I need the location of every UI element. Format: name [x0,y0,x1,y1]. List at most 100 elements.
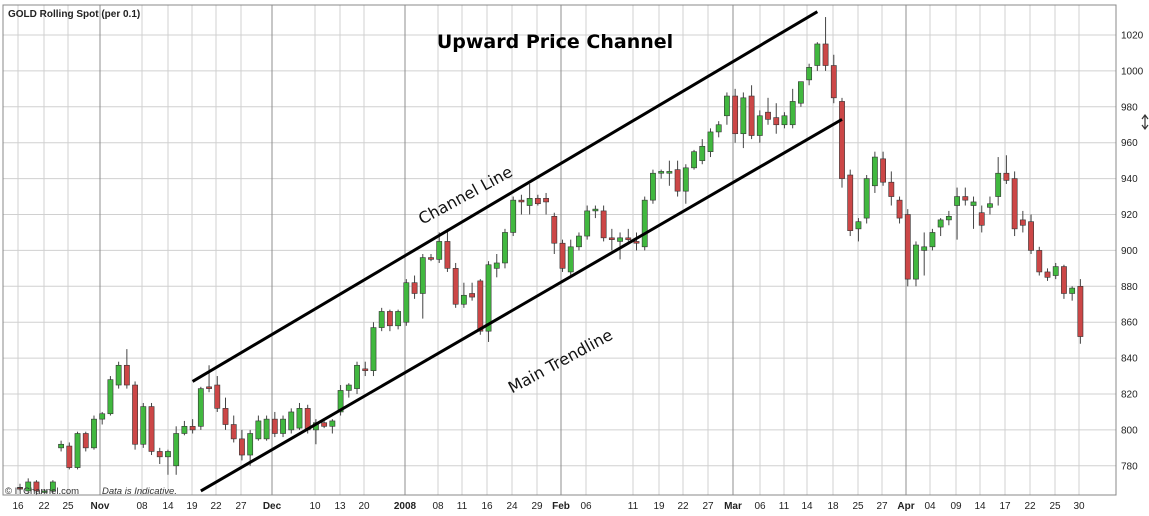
candle [362,361,369,377]
candle [17,483,23,491]
candle-body [74,433,81,468]
candle [288,408,295,434]
resize-handle[interactable] [1141,114,1149,130]
candle-body [518,199,525,203]
candle-body [222,408,229,425]
candle [822,17,829,71]
candle [567,239,574,278]
candle [715,121,722,138]
candle-body [493,262,500,269]
candle-body [600,210,607,239]
candle-body [1061,266,1067,294]
x-tick-label: Dec [263,501,282,512]
candle [526,183,533,215]
candle [197,386,204,430]
candle-body [921,246,928,251]
candle-body [329,420,336,427]
candle-body [197,388,204,427]
x-tick-label: 20 [358,501,370,512]
x-tick-label: 27 [702,501,714,512]
candle-body [132,384,138,445]
candle [181,420,188,436]
candle [896,196,903,224]
candle [49,480,56,493]
main-trendline [200,118,843,493]
candle [436,232,443,263]
resize-arrow-icon[interactable] [1141,114,1149,130]
candle-body [814,43,821,66]
candle-body [239,438,245,456]
candle [91,415,97,450]
footer: © ITChannel.com Data is Indicative. [5,486,177,497]
y-tick-label: 820 [1121,390,1138,401]
candle [666,160,673,186]
candle [674,160,681,197]
x-tick-label: 19 [186,501,198,512]
candle-body [748,95,755,136]
candle-body [945,215,952,221]
candle-body [724,95,730,117]
candle [510,196,517,237]
candle-body [781,115,788,126]
candle [329,419,336,434]
x-tick-label: 11 [628,501,639,512]
candle [493,253,500,278]
x-tick-label: 08 [136,501,148,512]
channel-lines [191,10,843,493]
x-tick-label: 11 [457,501,468,512]
candle [255,415,262,441]
candle [370,322,377,377]
candle-body [460,294,467,305]
candle-body [230,424,237,440]
y-tick-label: 980 [1121,102,1138,113]
candle-body [559,242,566,269]
y-tick-label: 920 [1121,210,1138,221]
candle-body [822,43,829,66]
candle [263,415,270,441]
x-tick-label: Feb [552,501,570,512]
candle [296,402,303,430]
candle-body [715,124,722,133]
candle-body [1036,250,1043,273]
candles [17,17,1084,495]
candle-body [444,241,451,269]
candle [658,169,665,179]
candle-body [58,443,64,449]
candle-body [880,158,886,183]
candle-body [107,379,114,415]
x-tick-label: 10 [309,501,321,512]
x-tick-label: 16 [12,501,24,512]
candle [880,151,886,186]
candle-body [666,171,673,174]
candle [1028,214,1034,254]
candle [140,402,147,448]
candle [99,411,106,425]
candle [871,151,878,193]
candle [132,381,138,450]
candle-body [1069,287,1076,294]
candle-body [41,490,48,493]
x-tick-label: 06 [580,501,592,512]
candle-body [1003,172,1010,181]
candle-body [1052,266,1059,276]
candle [469,282,475,301]
footer-note: Data is Indicative. [102,486,177,497]
candle [756,110,763,143]
candle-body [830,65,837,99]
x-tick-label: 24 [506,501,518,512]
candle-body [123,364,130,386]
candle [189,419,196,434]
candle [937,218,944,237]
x-tick-label: 22 [210,501,222,512]
x-tick-label: Apr [897,501,914,512]
candle [518,194,525,215]
x-tick-label: 27 [876,501,888,512]
y-tick-label: 900 [1121,246,1138,257]
x-axis: 16 22 25 Nov 08 14 19 22 27 Dec 10 13 20 2008 08 11 16 24… [12,501,1085,512]
candle-body [321,422,328,427]
candle-body [49,481,56,492]
candle [970,196,977,229]
x-tick-label: 22 [1024,501,1036,512]
